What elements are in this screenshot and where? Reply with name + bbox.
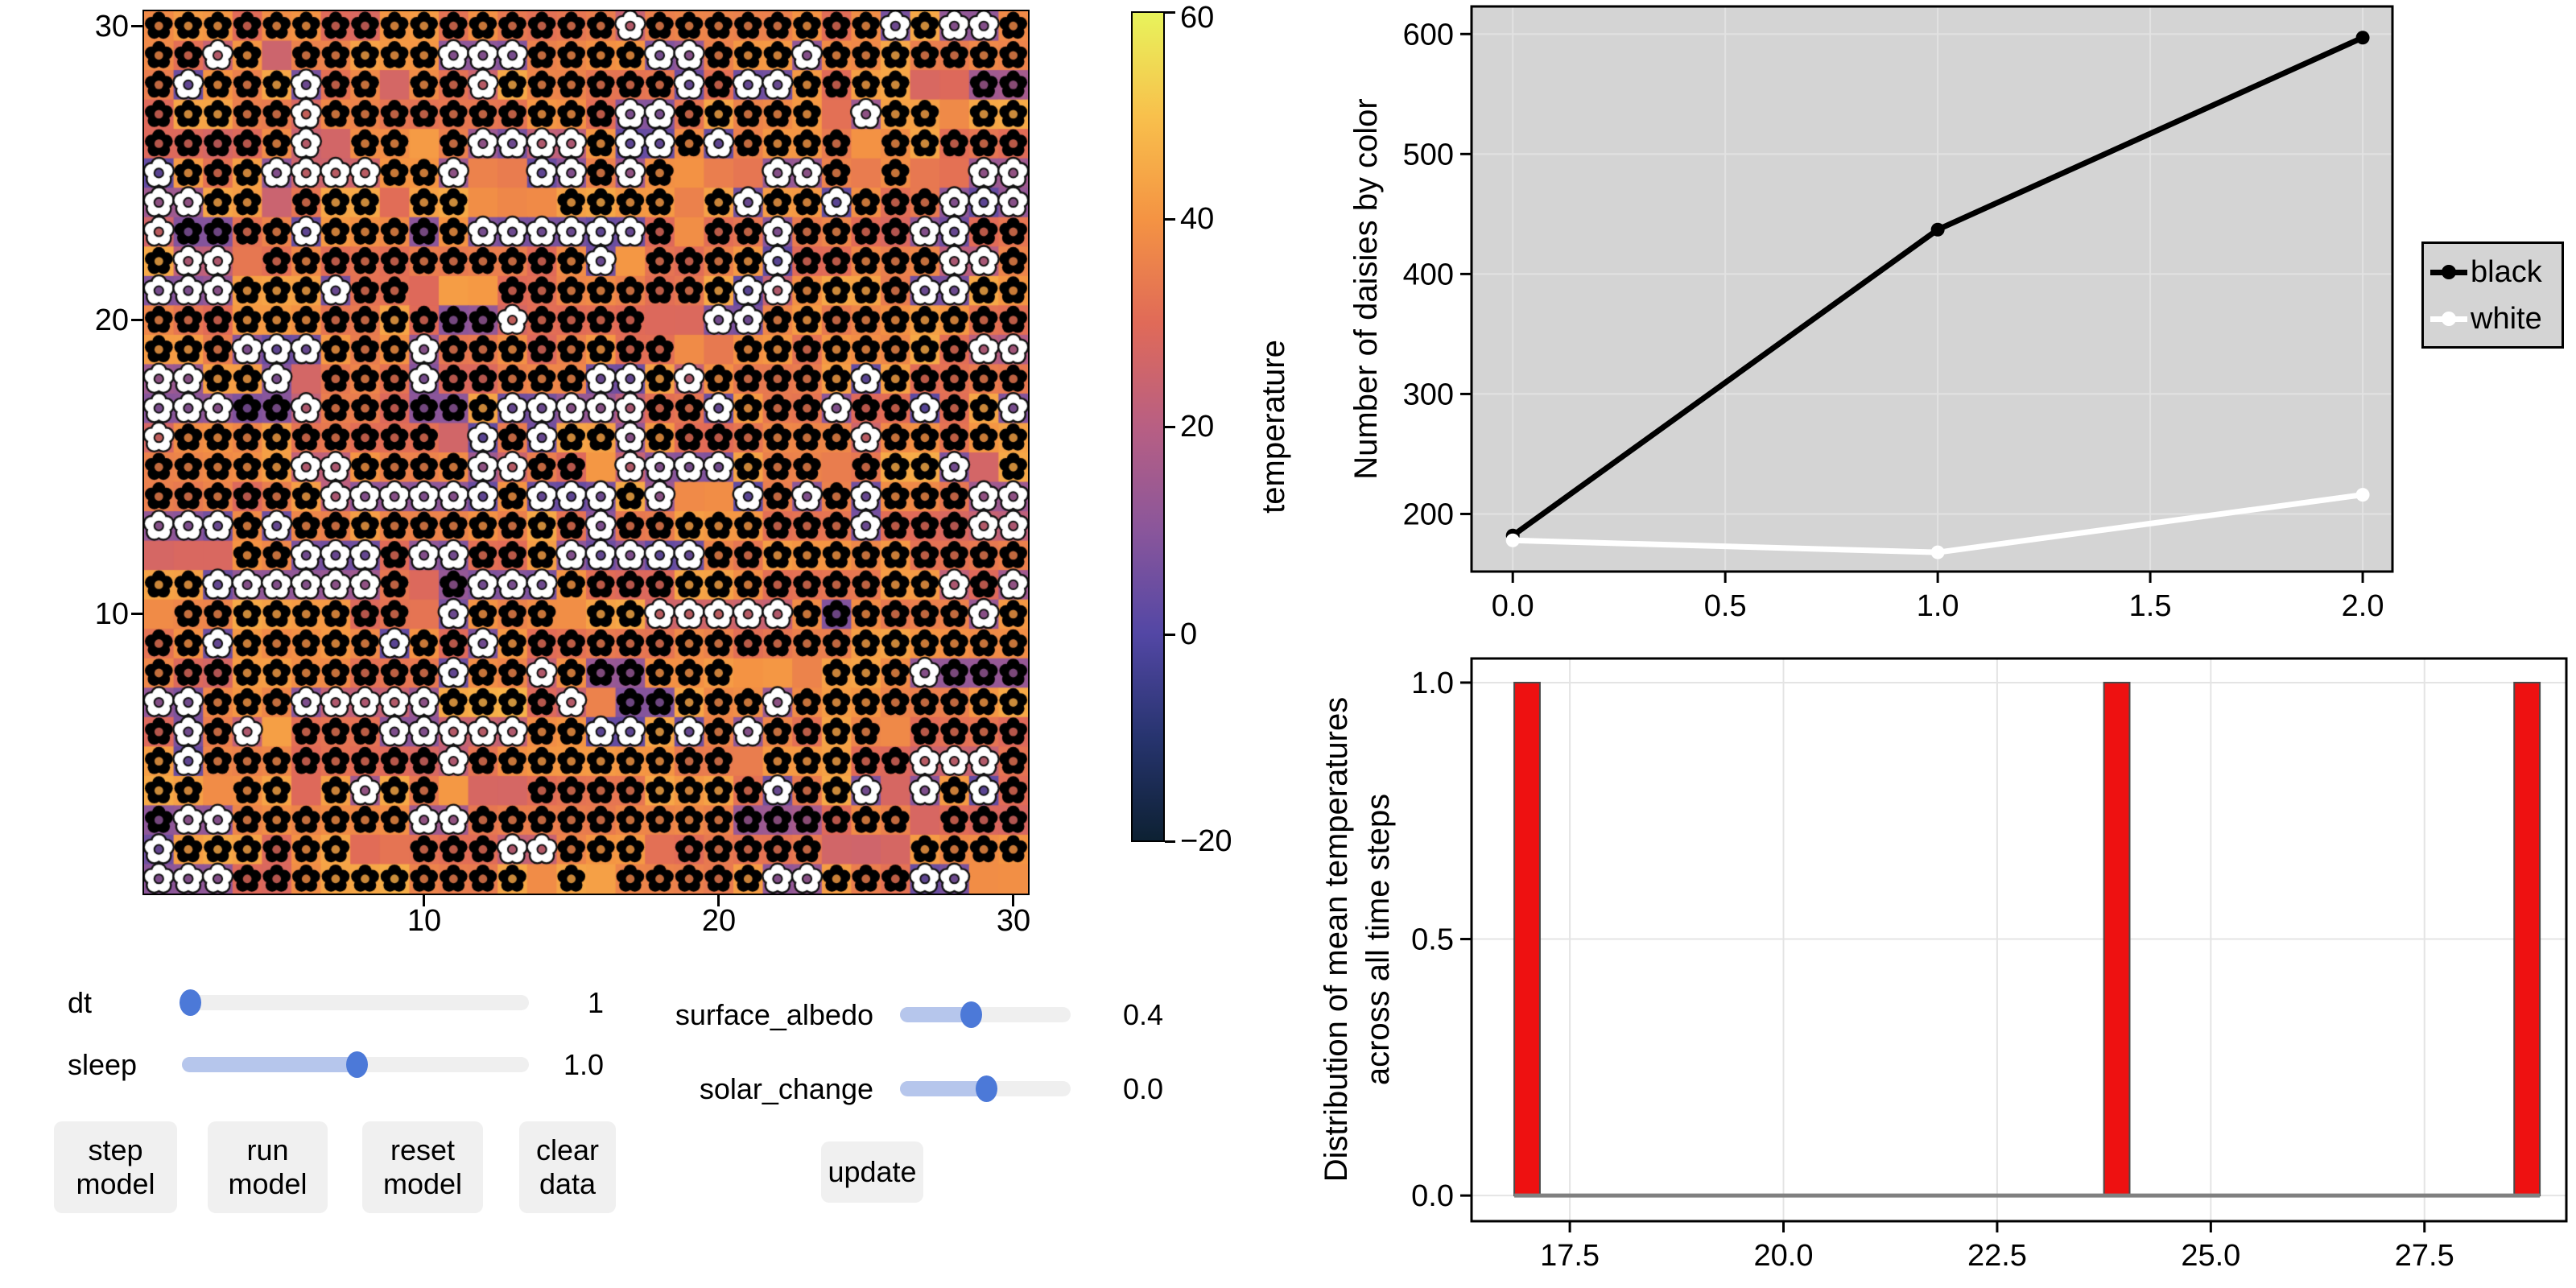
solar-change-slider[interactable] (900, 1075, 1071, 1102)
heatmap-y-tick-30: 30 (94, 10, 129, 43)
black-daisies-line (1509, 35, 2366, 539)
solar-change-slider-fill (900, 1081, 987, 1096)
dt-slider-label: dt (68, 986, 93, 1019)
solar-change-slider-value: 0.0 (1122, 1072, 1163, 1105)
legend-label-white: white (2471, 301, 2542, 336)
legend-entry-black: black (2430, 249, 2562, 295)
heatmap-y-tick-10: 10 (94, 597, 129, 631)
svg-text:1.5: 1.5 (2129, 589, 2172, 623)
svg-text:25.0: 25.0 (2181, 1239, 2240, 1273)
colorbar-tickmark (1165, 11, 1175, 14)
heatmap-x-tick-20: 20 (701, 904, 737, 938)
sleep-slider[interactable] (182, 1051, 529, 1078)
colorbar-tick-0: 0 (1180, 617, 1198, 651)
svg-text:0.5: 0.5 (1704, 589, 1747, 623)
colorbar-tick-neg20: −20 (1180, 824, 1232, 858)
temperature-histogram-ylabel-line1: Distribution of mean temperatures (1319, 696, 1354, 1183)
svg-text:27.5: 27.5 (2395, 1239, 2454, 1273)
clear-data-button[interactable]: clear data (519, 1121, 616, 1213)
sleep-slider-value: 1.0 (563, 1048, 604, 1081)
black-daisies-point (1505, 528, 1520, 543)
heatmap-x-tickmark (1012, 895, 1014, 906)
svg-text:300: 300 (1403, 378, 1454, 411)
white-series-marker-icon (2430, 311, 2467, 327)
run-model-button[interactable]: run model (208, 1121, 328, 1213)
sleep-slider-thumb[interactable] (345, 1051, 368, 1078)
step-model-button-line2: model (76, 1167, 155, 1200)
heatmap-x-tickmark (423, 895, 425, 906)
reset-model-button-line2: model (382, 1167, 463, 1200)
svg-text:500: 500 (1403, 138, 1454, 171)
legend-label-black: black (2471, 254, 2542, 289)
svg-text:1.0: 1.0 (1917, 589, 1959, 623)
svg-text:600: 600 (1403, 18, 1454, 52)
svg-text:0.0: 0.0 (1411, 1179, 1454, 1213)
svg-text:200: 200 (1403, 497, 1454, 531)
surface-albedo-slider-label: surface_albedo (675, 998, 873, 1031)
run-model-button-line1: run (246, 1133, 289, 1166)
histogram-bar (2513, 681, 2541, 1197)
daisy-chart-legend: black white (2421, 242, 2564, 349)
svg-text:400: 400 (1403, 258, 1454, 291)
dt-slider[interactable] (179, 989, 529, 1016)
clear-data-button-line2: data (539, 1167, 597, 1200)
white-daisies-point (1505, 533, 1520, 547)
daisyworld-grid (142, 10, 1030, 895)
svg-text:20.0: 20.0 (1754, 1239, 1814, 1273)
histogram-bar (2103, 681, 2131, 1197)
black-series-marker-icon (2430, 264, 2467, 280)
update-button[interactable]: update (821, 1141, 923, 1203)
solar-change-slider-thumb[interactable] (976, 1075, 998, 1102)
colorbar-tickmark (1165, 840, 1175, 843)
sleep-slider-fill (182, 1057, 357, 1072)
surface-albedo-slider-thumb[interactable] (960, 1001, 982, 1028)
temperature-histogram-ylabel-line2: across all time steps (1360, 793, 1396, 1086)
run-model-button-line2: model (228, 1167, 308, 1200)
temperature-histogram: 17.5 20.0 22.5 25.0 27.5 0.0 0.5 1.0 (1411, 657, 2568, 1273)
surface-albedo-slider-value: 0.4 (1122, 998, 1163, 1031)
svg-text:0.0: 0.0 (1492, 589, 1534, 623)
svg-text:2.0: 2.0 (2342, 589, 2384, 623)
heatmap-x-tick-30: 30 (996, 904, 1031, 938)
sleep-slider-label: sleep (68, 1048, 138, 1081)
reset-model-button-line1: reset (390, 1133, 456, 1166)
daisy-count-chart-ylabel: Number of daisies by color (1348, 98, 1384, 480)
svg-text:1.0: 1.0 (1411, 667, 1454, 700)
temperature-colorbar (1131, 11, 1165, 842)
colorbar-tickmark (1165, 426, 1175, 428)
colorbar-tickmark (1165, 634, 1175, 636)
daisy-count-chart: 0.0 0.5 1.0 1.5 2.0 200 300 400 500 600 (1403, 5, 2394, 623)
solar-change-slider-label: solar_change (699, 1072, 873, 1105)
black-daisies-point (2355, 31, 2370, 45)
clear-data-button-line1: clear (535, 1133, 600, 1166)
dt-slider-thumb[interactable] (179, 989, 201, 1016)
heatmap-y-tickmark (131, 613, 142, 615)
white-daisies-line (1509, 492, 2366, 555)
reset-model-button[interactable]: reset model (362, 1121, 483, 1213)
svg-text:17.5: 17.5 (1540, 1239, 1600, 1273)
colorbar-tick-40: 40 (1180, 202, 1215, 236)
colorbar-tickmark (1165, 218, 1175, 221)
black-daisies-point (1930, 222, 1945, 237)
heatmap-x-tick-10: 10 (407, 904, 442, 938)
dt-slider-value: 1 (587, 986, 604, 1019)
surface-albedo-slider[interactable] (900, 1001, 1071, 1028)
white-daisies-point (1930, 545, 1945, 559)
heatmap-y-tick-20: 20 (94, 303, 129, 337)
step-model-button-line1: step (88, 1133, 143, 1166)
legend-entry-white: white (2430, 295, 2562, 342)
histogram-bar (1513, 681, 1541, 1197)
svg-text:0.5: 0.5 (1411, 923, 1454, 957)
heatmap-x-tickmark (717, 895, 720, 906)
svg-text:22.5: 22.5 (1967, 1239, 2027, 1273)
step-model-button[interactable]: step model (54, 1121, 177, 1213)
white-daisies-point (2355, 488, 2370, 502)
surface-albedo-slider-fill (900, 1007, 971, 1022)
colorbar-label: temperature (1256, 340, 1291, 514)
colorbar-tick-20: 20 (1180, 410, 1215, 444)
heatmap-y-tickmark (131, 25, 142, 27)
heatmap-y-tickmark (131, 319, 142, 321)
colorbar-tick-60: 60 (1180, 1, 1215, 35)
